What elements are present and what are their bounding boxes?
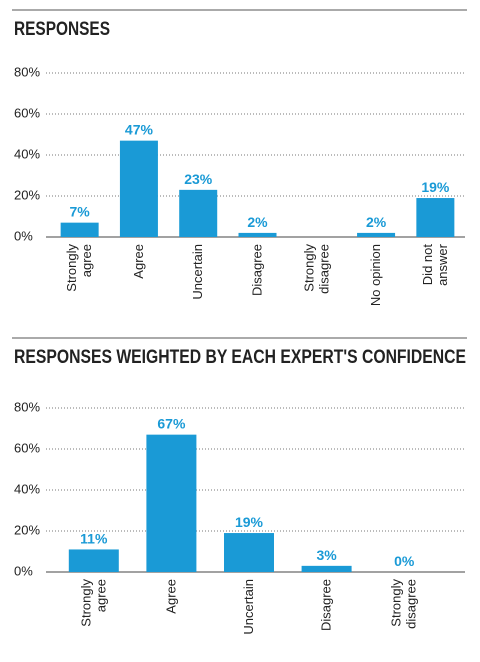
value-label: 47% (125, 122, 154, 138)
x-tick-label: Disagree (319, 579, 334, 631)
y-tick-label: 0% (14, 228, 33, 243)
chart-title: RESPONSES (14, 19, 110, 40)
value-label: 23% (184, 171, 213, 187)
x-tick-label: Stronglyagree (78, 579, 108, 627)
value-label: 7% (70, 204, 91, 220)
x-tick-label: Uncertain (241, 579, 256, 635)
y-tick-label: 80% (14, 399, 40, 414)
y-tick-label: 40% (14, 146, 40, 161)
x-tick-label: Stronglydisagree (301, 244, 331, 294)
x-tick-label: Agree (163, 579, 178, 614)
x-tick-label: Agree (131, 244, 146, 279)
bar (301, 565, 352, 572)
y-tick-label: 20% (14, 522, 40, 537)
y-tick-label: 60% (14, 105, 40, 120)
bar (68, 549, 119, 572)
value-label: 0% (394, 553, 415, 569)
y-tick-label: 60% (14, 440, 40, 455)
y-tick-label: 0% (14, 563, 33, 578)
value-label: 19% (235, 514, 264, 530)
x-tick-label: Stronglydisagree (389, 579, 419, 629)
x-tick-label: Stronglyagree (64, 244, 94, 292)
bar (146, 434, 197, 572)
value-label: 19% (421, 179, 450, 195)
value-label: 2% (247, 214, 268, 230)
bar (60, 222, 99, 237)
bar (179, 189, 218, 237)
chart-title: RESPONSES WEIGHTED BY EACH EXPERT'S CONF… (14, 347, 466, 368)
y-tick-label: 40% (14, 481, 40, 496)
x-tick-label: Did notanswer (420, 243, 450, 286)
y-tick-label: 20% (14, 187, 40, 202)
bar (357, 232, 396, 237)
x-tick-label: No opinion (368, 244, 383, 306)
bar (416, 198, 455, 237)
x-tick-label: Uncertain (190, 244, 205, 300)
value-label: 11% (80, 530, 108, 546)
value-label: 67% (157, 416, 186, 432)
value-label: 2% (366, 214, 387, 230)
bar (238, 232, 277, 237)
bar (119, 140, 158, 237)
value-label: 3% (316, 547, 337, 563)
y-tick-label: 80% (14, 64, 40, 79)
bar (224, 533, 274, 572)
x-tick-label: Disagree (250, 244, 265, 296)
